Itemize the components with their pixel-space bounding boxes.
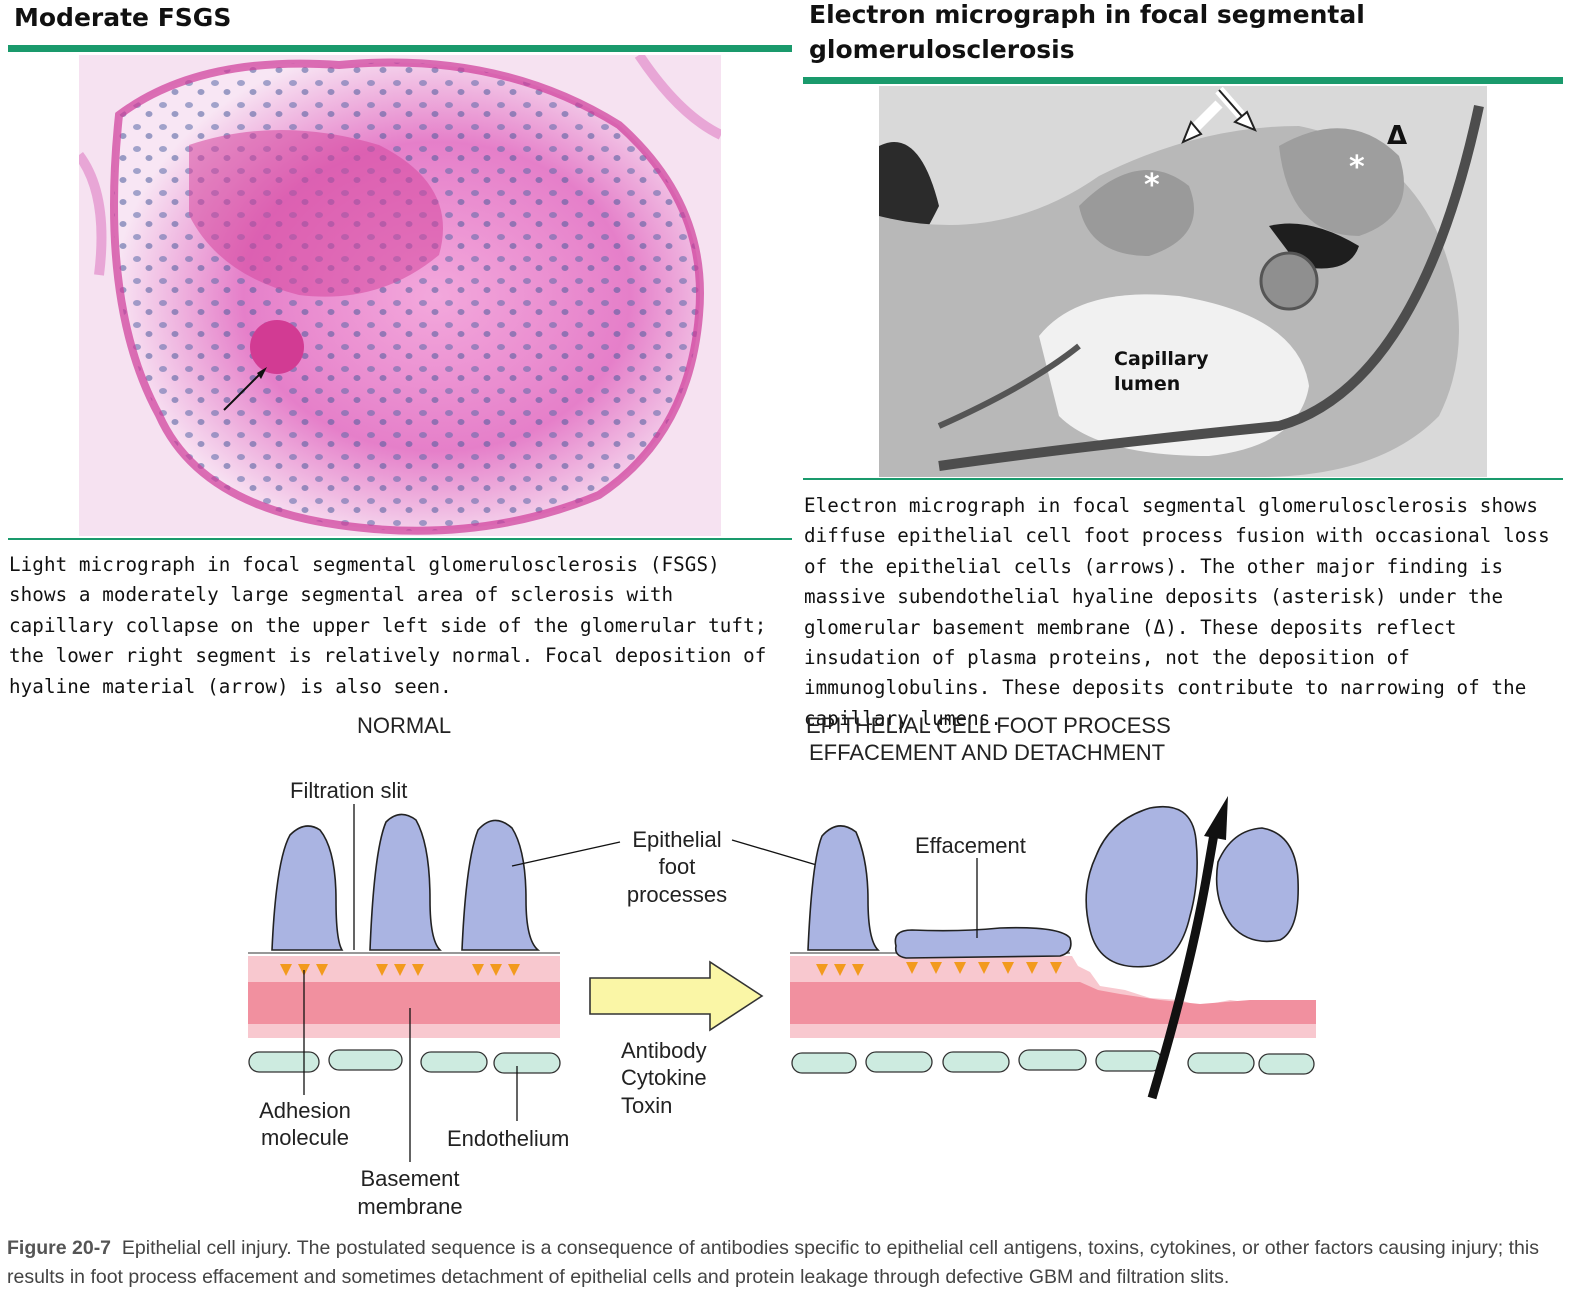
left-panel-caption: Light micrograph in focal segmental glom… (9, 553, 767, 698)
injured-endothelium (791, 1049, 1315, 1075)
basement-label-line1: Basement (360, 1166, 460, 1191)
asterisk-2: * (1349, 150, 1365, 185)
right-panel-title-line1: Electron micrograph in focal segmental (809, 0, 1365, 29)
endothelium-label: Endothelium (447, 1126, 570, 1151)
normal-title: NORMAL (356, 713, 452, 738)
right-panel-title-line2: glomerulosclerosis (809, 35, 1075, 64)
figure-caption-text: Epithelial cell injury. The postulated s… (7, 1237, 1539, 1288)
normal-foot-process-1 (271, 825, 344, 951)
detached-cell-1 (1085, 806, 1198, 968)
normal-gbm-lamina-rara (248, 956, 560, 982)
normal-adhesion-molecules (280, 964, 520, 976)
right-panel-caption: Electron micrograph in focal segmental g… (804, 494, 1550, 730)
normal-foot-process-3 (461, 819, 541, 951)
cytokine-label: Cytokine (621, 1065, 707, 1090)
effacement-label: Effacement (915, 833, 1026, 858)
left-title-rule (8, 45, 792, 52)
epithelial-label-line3: processes (626, 882, 728, 907)
left-caption-rule (8, 538, 792, 540)
injured-foot-process (807, 825, 880, 951)
normal-gbm-dense (248, 982, 560, 1024)
capillary-label-line2: lumen (1114, 373, 1181, 395)
light-micrograph-image (79, 55, 721, 536)
normal-membrane (248, 952, 560, 1038)
injured-adhesion-molecules (816, 962, 1062, 976)
antibody-label: Antibody (621, 1038, 707, 1063)
normal-endothelium (248, 1049, 561, 1074)
asterisk-1: * (1144, 168, 1160, 203)
injured-membrane (790, 952, 1316, 1038)
adhesion-label-line2: molecule (260, 1125, 350, 1150)
epithelial-label-line1: Epithelial (632, 827, 722, 852)
progression-arrow (589, 960, 764, 1032)
delta-marker: Δ (1387, 121, 1408, 151)
filtration-slit-label: Filtration slit (290, 778, 408, 803)
protein-leak-arrowhead (1204, 796, 1228, 840)
detached-cell-2 (1215, 827, 1299, 943)
right-caption-rule (803, 478, 1563, 480)
right-title-rule (803, 77, 1563, 84)
basement-label-line2: membrane (357, 1194, 463, 1219)
left-panel-title: Moderate FSGS (14, 3, 232, 32)
normal-foot-process-2 (369, 813, 442, 951)
adhesion-label-line1: Adhesion (259, 1098, 351, 1123)
injured-title-line1: EPITHELIAL CELL FOOT PROCESS (806, 713, 1171, 738)
toxin-label: Toxin (621, 1093, 673, 1118)
protein-leak-arrow (1147, 833, 1219, 1100)
capillary-label-line1: Capillary (1114, 348, 1209, 370)
normal-leader-lines (303, 804, 821, 1162)
injured-title-line2: EFFACEMENT AND DETACHMENT (809, 740, 1166, 765)
epithelial-label-line2: foot (658, 854, 696, 879)
effaced-foot-process (894, 926, 1072, 959)
figure-caption: Figure 20-7 Epithelial cell injury. The … (7, 1234, 1577, 1292)
figure-caption-label: Figure 20-7 (7, 1237, 112, 1259)
electron-micrograph-image: * * Δ Capillary lumen (879, 86, 1487, 477)
